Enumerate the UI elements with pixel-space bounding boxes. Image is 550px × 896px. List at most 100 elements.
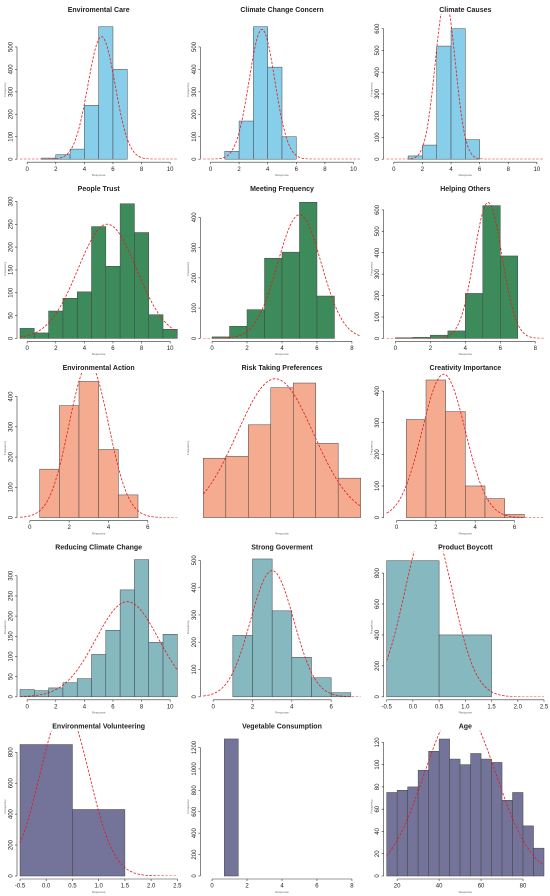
histogram-panel: Meeting Frequency 0 2 4 6 8 0 100 200 300 400 Respo… xyxy=(186,186,361,356)
y-tick-label: 300 xyxy=(9,196,15,207)
y-tick-label: 100 xyxy=(192,302,198,313)
y-tick-label: 300 xyxy=(192,86,198,97)
x-tick-label: 8 xyxy=(140,704,144,710)
x-tick-label: -0.5 xyxy=(381,704,392,710)
y-tick-label: 100 xyxy=(9,651,15,662)
x-tick-label: 4 xyxy=(449,167,453,173)
x-tick-label: 0 xyxy=(211,704,215,710)
chart-title: Strong Goverment xyxy=(251,544,313,551)
y-tick-label: 0 xyxy=(375,694,381,698)
bar xyxy=(330,692,352,698)
bar xyxy=(48,310,64,339)
y-tick-label: 400 xyxy=(192,828,198,839)
x-tick-label: 2.0 xyxy=(147,884,156,890)
bar xyxy=(34,690,49,698)
x-tick-label: 0 xyxy=(25,346,29,352)
x-tick-label: 2 xyxy=(251,704,255,710)
x-axis-label: Response xyxy=(459,531,473,535)
y-tick-label: 600 xyxy=(375,23,381,34)
bar xyxy=(253,26,268,160)
bar xyxy=(407,786,419,877)
y-tick-label: 150 xyxy=(9,264,15,275)
bar xyxy=(248,424,272,518)
bar xyxy=(428,751,440,877)
y-tick-label: 0 xyxy=(375,157,381,161)
chart-title: Environmental Volunteering xyxy=(52,724,145,731)
y-tick-label: 400 xyxy=(9,64,15,75)
y-tick-label: 800 xyxy=(375,567,381,578)
y-tick-label: 400 xyxy=(192,582,198,593)
x-tick-label: 20 xyxy=(394,884,401,890)
y-tick-label: 50 xyxy=(9,312,15,319)
bar xyxy=(438,738,450,877)
x-tick-label: 0 xyxy=(25,704,29,710)
y-tick-label: 800 xyxy=(192,785,198,796)
x-tick-label: 0 xyxy=(28,525,32,531)
bar xyxy=(62,682,78,698)
bar xyxy=(425,379,446,518)
y-tick-label: 400 xyxy=(375,385,381,396)
y-tick-label: 0 xyxy=(192,874,198,878)
y-tick-label: 500 xyxy=(192,41,198,52)
x-tick-label: 8 xyxy=(350,346,354,352)
x-tick-label: 0.0 xyxy=(42,884,51,890)
normal-curve xyxy=(386,14,544,160)
y-tick-label: 250 xyxy=(9,590,15,601)
y-axis-label: Frequency xyxy=(369,799,373,814)
bar xyxy=(98,449,119,518)
y-tick-label: 50 xyxy=(9,673,15,680)
x-tick-label: 0 xyxy=(209,167,213,173)
y-tick-label: 400 xyxy=(375,247,381,258)
x-tick-label: 40 xyxy=(436,884,443,890)
histogram-panel: Environmental Volunteering -0.5 0.0 0.5 1.0 1… xyxy=(3,724,182,894)
x-tick-label: 2 xyxy=(245,346,249,352)
bar xyxy=(522,825,534,877)
y-tick-label: 200 xyxy=(192,272,198,283)
x-tick-label: 2 xyxy=(237,167,241,173)
y-tick-label: 100 xyxy=(375,311,381,322)
y-tick-label: 80 xyxy=(375,783,381,790)
y-tick-label: 800 xyxy=(9,747,15,758)
y-tick-label: 200 xyxy=(375,660,381,671)
x-tick-label: 8 xyxy=(323,167,327,173)
x-tick-label: 4 xyxy=(266,167,270,173)
x-axis-label: Response xyxy=(92,173,106,177)
x-tick-label: 6 xyxy=(499,346,503,352)
x-tick-label: 1.5 xyxy=(487,704,496,710)
chart-title: Climate Change Concern xyxy=(240,7,323,14)
x-axis-label: Response xyxy=(275,890,289,894)
bar xyxy=(315,443,339,518)
x-tick-label: 4 xyxy=(464,346,468,352)
bar xyxy=(436,45,452,160)
y-tick-label: 100 xyxy=(375,132,381,143)
chart-title: Climate Causes xyxy=(439,7,491,14)
bar xyxy=(465,293,484,339)
y-tick-label: 0 xyxy=(9,336,15,340)
y-tick-label: 400 xyxy=(375,67,381,78)
y-tick-label: 0 xyxy=(9,874,15,878)
x-tick-label: 6 xyxy=(315,884,319,890)
bar xyxy=(482,205,501,339)
bar xyxy=(512,792,524,877)
normal-curve xyxy=(20,36,178,160)
y-tick-label: 300 xyxy=(9,86,15,97)
y-tick-label: 200 xyxy=(192,637,198,648)
bar xyxy=(91,654,107,698)
y-tick-label: 200 xyxy=(9,241,15,252)
bar xyxy=(162,329,178,339)
x-tick-label: 6 xyxy=(329,704,333,710)
x-axis-label: Response xyxy=(459,890,473,894)
histogram-panel: Creativity Importance 0 2 4 6 0 100 200 300 400 Re… xyxy=(369,365,544,535)
bar xyxy=(224,738,239,877)
x-tick-label: 6 xyxy=(111,167,115,173)
normal-curve xyxy=(19,372,178,518)
x-tick-label: 4 xyxy=(290,704,294,710)
y-tick-label: 20 xyxy=(375,850,381,857)
bar xyxy=(484,498,505,518)
chart-title: Risk Taking Preferences xyxy=(242,365,323,372)
y-axis-label: Frequency xyxy=(186,620,190,635)
y-tick-label: 1000 xyxy=(192,762,198,776)
chart-title: Age xyxy=(459,724,472,731)
x-tick-label: -0.5 xyxy=(15,884,26,890)
normal-curve xyxy=(386,373,544,518)
